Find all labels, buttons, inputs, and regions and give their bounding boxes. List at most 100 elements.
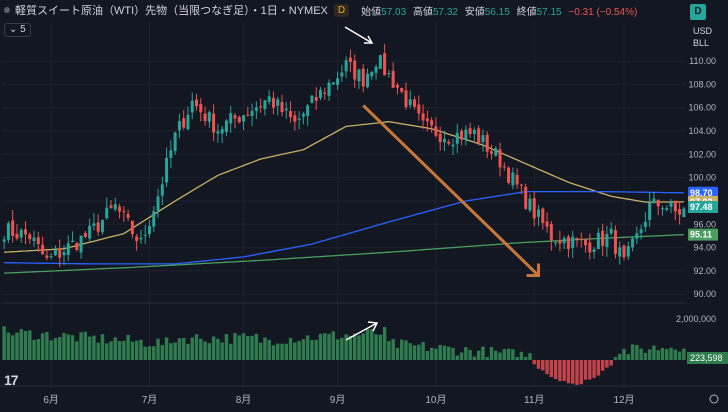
volume-bar [562, 360, 566, 381]
candle-body [566, 236, 570, 249]
delay-badge[interactable]: D [333, 3, 350, 17]
candle-body [648, 202, 652, 221]
currency-unit: BLL [693, 38, 710, 48]
volume-bar [515, 357, 519, 360]
ma-blue-line [4, 190, 684, 265]
price-badge [688, 186, 718, 199]
candle-body [498, 149, 502, 168]
volume-bar [327, 333, 331, 360]
volume-bar [96, 342, 100, 360]
volume-bar [246, 335, 250, 360]
currency-usd: USD [693, 26, 713, 36]
candle-body [88, 225, 92, 239]
price-tick-label: 94.00 [693, 243, 716, 253]
candle-body [502, 166, 506, 168]
candle-body [579, 239, 583, 241]
chart-grid [2, 22, 686, 388]
candle-body [605, 233, 609, 248]
volume-bar [669, 347, 673, 360]
candle-body [314, 97, 318, 101]
candle-body [36, 237, 40, 244]
candle-body [618, 247, 622, 257]
candle-body [571, 236, 575, 248]
pointer-arrow-top [344, 26, 373, 44]
ma-green-line [4, 233, 684, 274]
candle-body [451, 144, 455, 147]
volume-bar [472, 356, 477, 360]
volume-last-label: 223,598 [690, 353, 723, 363]
volume-bar [592, 360, 596, 378]
candle-body [53, 249, 57, 256]
candle-body [395, 84, 399, 88]
volume-bar [361, 333, 365, 360]
volume-bar [147, 346, 152, 360]
volume-bar [365, 329, 370, 360]
price-tick-label: 102.00 [688, 149, 716, 159]
price-tick-label: 106.00 [688, 103, 716, 113]
volume-bar [588, 360, 592, 380]
volume-bar [532, 360, 536, 365]
symbol-title[interactable]: 軽質スイート原油（WTI）先物（当限つなぎ足）・1日・NYMEX [15, 5, 328, 17]
price-badge-label: 95.11 [690, 230, 712, 240]
trend-arrow [344, 26, 541, 341]
volume-bar [177, 338, 182, 360]
volume-bar [519, 351, 524, 360]
volume-bar [335, 339, 340, 360]
volume-bar [314, 339, 318, 360]
candle-body [400, 87, 404, 92]
candle-body [425, 118, 429, 122]
candle-body [113, 204, 117, 210]
volume-bar [481, 346, 485, 360]
candle-body [237, 117, 241, 123]
price-badge [688, 228, 718, 241]
currency-d-button[interactable]: D [690, 4, 706, 20]
candle-body [242, 115, 246, 122]
candle-body [173, 132, 177, 152]
volume-bar [357, 335, 361, 360]
candle-body [246, 114, 250, 116]
volume-bar [181, 337, 186, 360]
candle-body [532, 198, 536, 219]
volume-bar [489, 346, 494, 360]
candle-body [673, 200, 677, 212]
candle-body [626, 246, 630, 257]
volume-bar [425, 350, 430, 360]
candle-body [169, 150, 173, 158]
volume-bar [387, 341, 391, 360]
currency-label[interactable]: USD BLL [693, 25, 712, 49]
candle-body [366, 73, 370, 88]
candle-body [438, 133, 442, 143]
volume-bar [622, 348, 626, 360]
volume-bar [528, 353, 532, 360]
candle-body [485, 134, 489, 152]
volume-bar [545, 360, 549, 375]
candle-body [19, 229, 23, 238]
volume-bar [92, 335, 96, 360]
candle-body [678, 209, 682, 215]
candle-body [118, 206, 122, 212]
candle-body [348, 57, 352, 62]
candle-body [280, 101, 284, 113]
volume-bar [199, 338, 203, 360]
time-tick-label: 6月 [43, 394, 59, 406]
indicator-collapse-button[interactable]: ⌄ 5 [4, 23, 31, 37]
tradingview-logo-icon: 17 [4, 372, 19, 388]
volume-bar [100, 334, 105, 360]
candle-body [284, 108, 288, 111]
volume-bar [600, 360, 605, 371]
volume-bar [164, 337, 169, 360]
volume-bar [630, 344, 635, 360]
volume-bar [45, 332, 49, 360]
candle-body [11, 220, 15, 236]
volume-bar [83, 331, 88, 360]
candle-body [489, 151, 493, 154]
candle-body [357, 69, 361, 82]
volume-bar [421, 342, 425, 360]
volume-bar [190, 337, 194, 360]
volume-bar [220, 342, 224, 360]
volume-bar [297, 341, 301, 360]
volume-bar [511, 349, 515, 360]
change-value: −0.31 (−0.54%) [568, 6, 638, 18]
volume-bar [36, 339, 41, 360]
